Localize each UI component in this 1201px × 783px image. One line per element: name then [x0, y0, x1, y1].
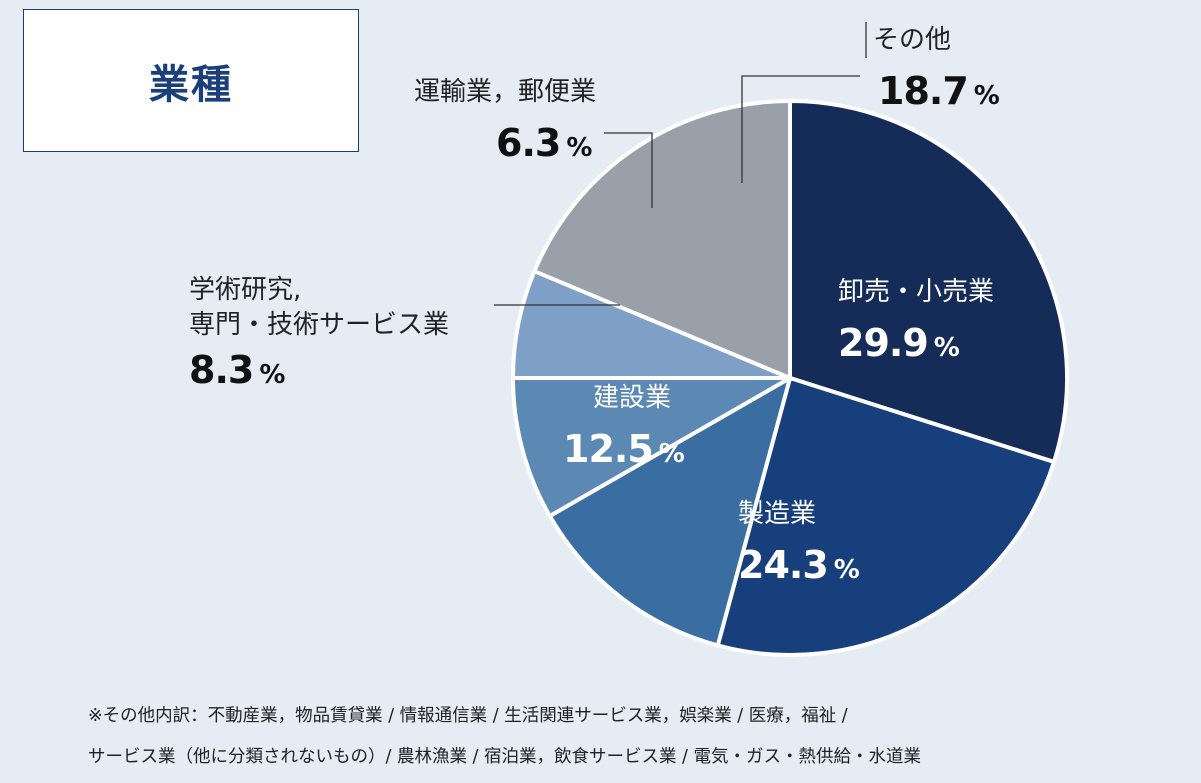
slice-value-3: 12.5%: [563, 427, 685, 471]
footnote-line-2: サービス業（他に分類されないもの）/ 農林漁業 / 宿泊業，飲食サービス業 / …: [88, 747, 921, 767]
slice-value-6: 18.7%: [878, 69, 1000, 113]
pie-slice-1: [788, 99, 1069, 464]
slice-value-1: 29.9%: [838, 321, 960, 365]
slice-label-4-line-2: 専門・技術サービス業: [189, 310, 449, 340]
slice-label-1: 卸売・小売業: [838, 277, 994, 307]
slice-label-4-line-1: 学術研究,: [189, 275, 301, 305]
chart-title: 業種: [149, 61, 233, 108]
footnote: ※その他内訳：不動産業，物品賃貸業 / 情報通信業 / 生活関連サービス業，娯楽…: [88, 696, 1188, 778]
slice-value-5: 6.3%: [496, 121, 592, 165]
pie-slice-2: [715, 376, 1056, 657]
footnote-line-1: ※その他内訳：不動産業，物品賃貸業 / 情報通信業 / 生活関連サービス業，娯楽…: [88, 706, 848, 726]
pie-chart: 卸売・小売業 29.9 % 製造業 24.3 % 建設業 12.5 % 学術研究, 専門・技術サービ…: [189, 22, 1069, 657]
slice-label-5: 運輸業，郵便業: [414, 77, 596, 107]
pie-slice-4: [511, 376, 792, 518]
chart-title-box: 業種: [23, 9, 359, 152]
slice-value-4: 8.3%: [189, 348, 285, 392]
leader-line-6: [741, 75, 860, 183]
slice-label-6: その他: [873, 25, 951, 55]
slice-label-2: 製造業: [738, 499, 816, 529]
slice-label-3: 建設業: [593, 383, 671, 413]
pie-slice-3: [547, 376, 792, 648]
leader-line-5: [604, 132, 653, 208]
pie-slice-6: [532, 99, 792, 380]
slice-value-2: 24.3%: [738, 543, 860, 587]
